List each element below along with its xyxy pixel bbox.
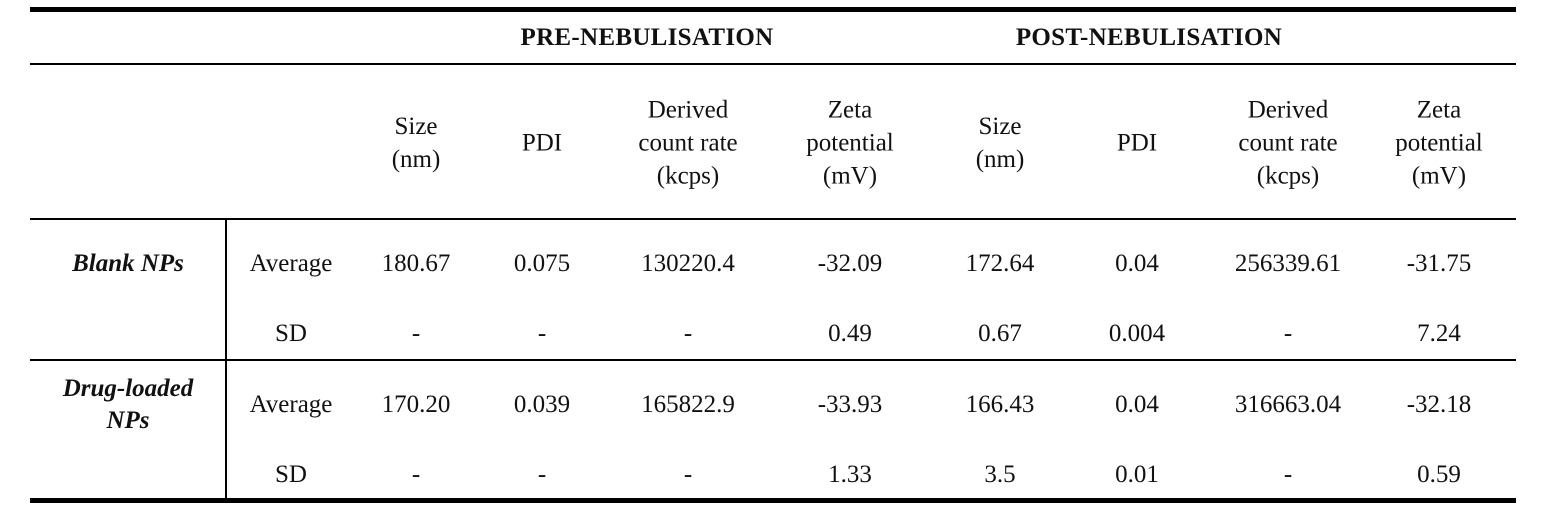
- column-header: Derived count rate (kcps): [638, 96, 738, 190]
- column-header-rule: [30, 218, 1516, 220]
- stat-label: Average: [249, 250, 333, 277]
- table-cell: -33.93: [817, 391, 883, 418]
- table-cell: -: [537, 461, 547, 488]
- table-cell: 0.59: [1417, 461, 1461, 488]
- group-divider-rule: [30, 359, 1516, 361]
- table-cell: 172.64: [965, 250, 1035, 277]
- column-header: Size (nm): [975, 113, 1025, 173]
- group-header-rule: [30, 63, 1516, 65]
- table-cell: 0.039: [513, 391, 571, 418]
- table-cell: -32.09: [817, 250, 883, 277]
- table-cell: -: [683, 461, 693, 488]
- column-header: PDI: [521, 129, 563, 157]
- table-cell: -31.75: [1406, 250, 1472, 277]
- column-header: Derived count rate (kcps): [1238, 96, 1338, 190]
- stat-label: Average: [249, 391, 333, 418]
- column-header: Zeta potential (mV): [1395, 96, 1483, 190]
- group-header: PRE-NEBULISATION: [520, 24, 774, 51]
- table-cell: 0.004: [1108, 320, 1166, 347]
- column-header: Size (nm): [391, 113, 441, 173]
- table-cell: -32.18: [1406, 391, 1472, 418]
- table-cell: -: [1283, 461, 1293, 488]
- table-cell: 1.33: [828, 461, 872, 488]
- table-cell: 3.5: [984, 461, 1016, 488]
- stat-label: SD: [275, 320, 307, 347]
- table-cell: 180.67: [381, 250, 451, 277]
- row-label-divider: [225, 219, 227, 503]
- table-cell: 0.04: [1115, 391, 1159, 418]
- table-cell: 0.67: [978, 320, 1022, 347]
- table-cell: 0.04: [1115, 250, 1159, 277]
- table-cell: -: [411, 461, 421, 488]
- stat-label: SD: [275, 461, 307, 488]
- table-cell: 256339.61: [1234, 250, 1342, 277]
- table-cell: -: [411, 320, 421, 347]
- table-cell: 0.49: [828, 320, 872, 347]
- row-group-label: Drug-loaded NPs: [62, 375, 194, 434]
- bottom-rule: [30, 498, 1516, 503]
- group-header: POST-NEBULISATION: [1015, 24, 1283, 51]
- table-cell: 316663.04: [1234, 391, 1342, 418]
- top-rule: [30, 7, 1516, 12]
- table-cell: 170.20: [381, 391, 451, 418]
- column-header: Zeta potential (mV): [806, 96, 894, 190]
- table-cell: -: [683, 320, 693, 347]
- table-cell: 130220.4: [641, 250, 735, 277]
- table-cell: 166.43: [965, 391, 1035, 418]
- results-table: PRE-NEBULISATION POST-NEBULISATION Size (n…: [30, 0, 1516, 520]
- table-cell: -: [537, 320, 547, 347]
- row-group-label: Blank NPs: [72, 250, 184, 277]
- table-cell: -: [1283, 320, 1293, 347]
- column-header: PDI: [1116, 129, 1158, 157]
- table-cell: 165822.9: [641, 391, 735, 418]
- table-cell: 0.075: [513, 250, 571, 277]
- table-cell: 7.24: [1417, 320, 1461, 347]
- table-cell: 0.01: [1115, 461, 1159, 488]
